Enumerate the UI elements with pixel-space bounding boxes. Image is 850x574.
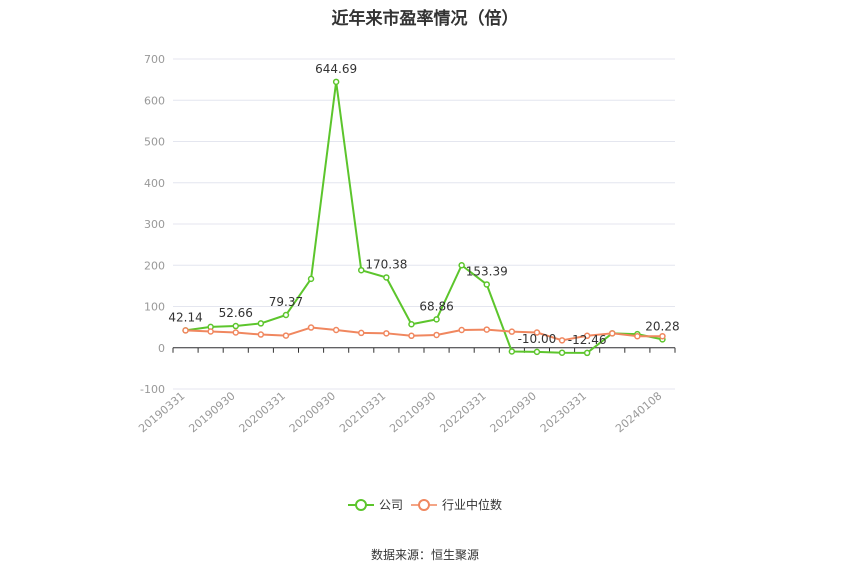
data-label: 20.28 (645, 319, 679, 333)
x-tick-label: 20190331 (136, 389, 187, 435)
series-point-1 (307, 324, 315, 331)
series-point-1 (634, 332, 641, 340)
series-point-1 (207, 328, 214, 335)
y-tick-label: 200 (144, 259, 165, 272)
series-point-1 (483, 326, 490, 333)
series-point-0 (408, 320, 415, 328)
x-tick-label: 20230331 (538, 389, 589, 435)
series-point-1 (257, 331, 265, 338)
data-label: 68.86 (419, 299, 453, 313)
series-point-0 (332, 78, 340, 86)
series-point-0 (433, 316, 440, 323)
series-point-1 (659, 332, 666, 340)
data-label: 170.38 (365, 257, 407, 271)
series-point-1 (458, 326, 465, 334)
y-tick-label: -100 (140, 383, 165, 396)
x-tick-label: 20210331 (337, 389, 388, 435)
legend-label-0: 公司 (379, 498, 403, 512)
legend-label-1: 行业中位数 (442, 497, 502, 512)
x-tick-label: 20220331 (437, 389, 488, 435)
series-point-0 (533, 348, 541, 356)
series-point-1 (533, 329, 541, 336)
series-point-1 (408, 332, 415, 340)
source-note: 数据来源：恒生聚源 (370, 548, 479, 562)
series-point-1 (383, 330, 390, 337)
legend-marker-0 (355, 499, 367, 511)
y-tick-label: 0 (158, 342, 165, 355)
data-label: 42.14 (168, 310, 202, 324)
series-point-0 (307, 275, 315, 283)
data-label: -12.46 (568, 333, 607, 347)
series-point-0 (282, 311, 290, 319)
x-tick-label: 20220930 (488, 389, 539, 435)
series-point-1 (508, 328, 516, 335)
series-point-0 (558, 349, 566, 356)
x-tick-label: 20200331 (237, 389, 288, 435)
y-tick-label: 500 (144, 136, 165, 149)
series-point-0 (458, 262, 465, 269)
series-point-0 (483, 281, 490, 288)
series-point-0 (383, 274, 390, 281)
series-line-1 (185, 326, 663, 342)
y-tick-label: 400 (144, 177, 165, 190)
x-tick-label: 20240108 (613, 389, 664, 435)
y-tick-label: 100 (144, 301, 165, 314)
data-label: 79.37 (269, 295, 303, 309)
series-point-1 (433, 331, 440, 339)
series-point-1 (232, 329, 239, 336)
series-point-1 (282, 332, 290, 339)
series-point-0 (508, 348, 516, 355)
legend-marker-1 (418, 499, 430, 511)
y-tick-label: 300 (144, 218, 165, 231)
series-line-0 (185, 80, 663, 354)
series-point-0 (358, 266, 365, 274)
data-label: 153.39 (466, 264, 508, 278)
series-point-1 (358, 329, 365, 337)
series-point-0 (583, 349, 591, 357)
series-point-1 (558, 337, 566, 344)
series-point-1 (182, 327, 189, 334)
data-label: 52.66 (219, 306, 253, 320)
chart-title: 近年来市盈率情况（倍） (331, 9, 519, 29)
data-label: -10.00 (518, 332, 557, 346)
y-tick-label: 600 (144, 94, 165, 107)
data-label: 644.69 (315, 62, 357, 76)
x-tick-label: 20200930 (287, 389, 338, 435)
x-tick-label: 20210930 (387, 389, 438, 435)
series-point-1 (332, 326, 340, 334)
series-point-1 (609, 330, 616, 337)
series-point-0 (232, 322, 239, 330)
series-point-0 (257, 320, 265, 327)
x-tick-label: 20190930 (186, 389, 237, 435)
series-point-1 (583, 332, 591, 340)
y-tick-label: 700 (144, 53, 165, 66)
